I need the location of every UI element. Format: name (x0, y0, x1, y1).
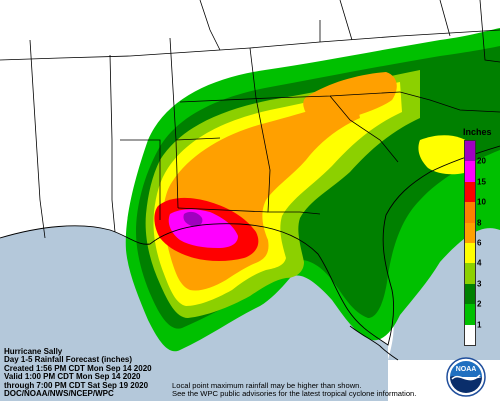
forecast-info-line: Valid 1:00 PM CDT Mon Sep 14 2020 (4, 372, 141, 382)
legend-swatch (465, 243, 475, 264)
legend-swatch (465, 202, 475, 223)
legend-tick-label: 10 (477, 197, 486, 207)
disclaimer-line: Local point maximum rainfall may be high… (172, 381, 362, 390)
legend-tick-label: 2 (477, 299, 482, 309)
legend-tick-label: 3 (477, 279, 482, 289)
legend-tick-label: 1 (477, 320, 482, 330)
forecast-info: Hurricane Sally Day 1-5 Rainfall Forecast… (4, 347, 152, 399)
legend-swatch (465, 181, 475, 203)
legend-swatch (465, 283, 475, 305)
forecast-info-line: DOC/NOAA/NWS/NCEP/WPC (4, 389, 114, 399)
legend-tick-label: 6 (477, 238, 482, 248)
legend-swatch (465, 263, 475, 284)
rain-band-4in-east (418, 135, 474, 175)
legend-tick-label: 20 (477, 156, 486, 166)
legend-tick-label: 8 (477, 218, 482, 228)
legend-color-bar (464, 140, 476, 346)
forecast-info-line: Hurricane Sally (4, 347, 63, 356)
state-borders (0, 0, 500, 239)
legend-swatch (465, 324, 475, 345)
forecast-info-line: through 7:00 PM CDT Sat Sep 19 2020 (4, 380, 149, 390)
coastline (0, 145, 500, 361)
legend-tick-label: 4 (477, 258, 482, 268)
legend-tick-label: 15 (477, 177, 486, 187)
rain-band-6in-carolina (303, 72, 397, 123)
forecast-info-line: Created 1:56 PM CDT Mon Sep 14 2020 (4, 363, 152, 373)
noaa-logo-text: NOAA (456, 366, 477, 373)
legend-swatch (465, 161, 475, 182)
legend-swatch (465, 141, 475, 162)
disclaimer-line: See the WPC public advisories for the la… (172, 389, 417, 399)
disclaimer-note: Local point maximum rainfall may be high… (172, 381, 417, 399)
legend-swatch (465, 304, 475, 325)
noaa-logo: NOAA (446, 357, 486, 397)
rain-band-20in (183, 211, 203, 227)
legend-swatch (465, 222, 475, 243)
legend-title: Inches (463, 127, 492, 137)
forecast-info-line: Day 1-5 Rainfall Forecast (inches) (4, 355, 133, 365)
